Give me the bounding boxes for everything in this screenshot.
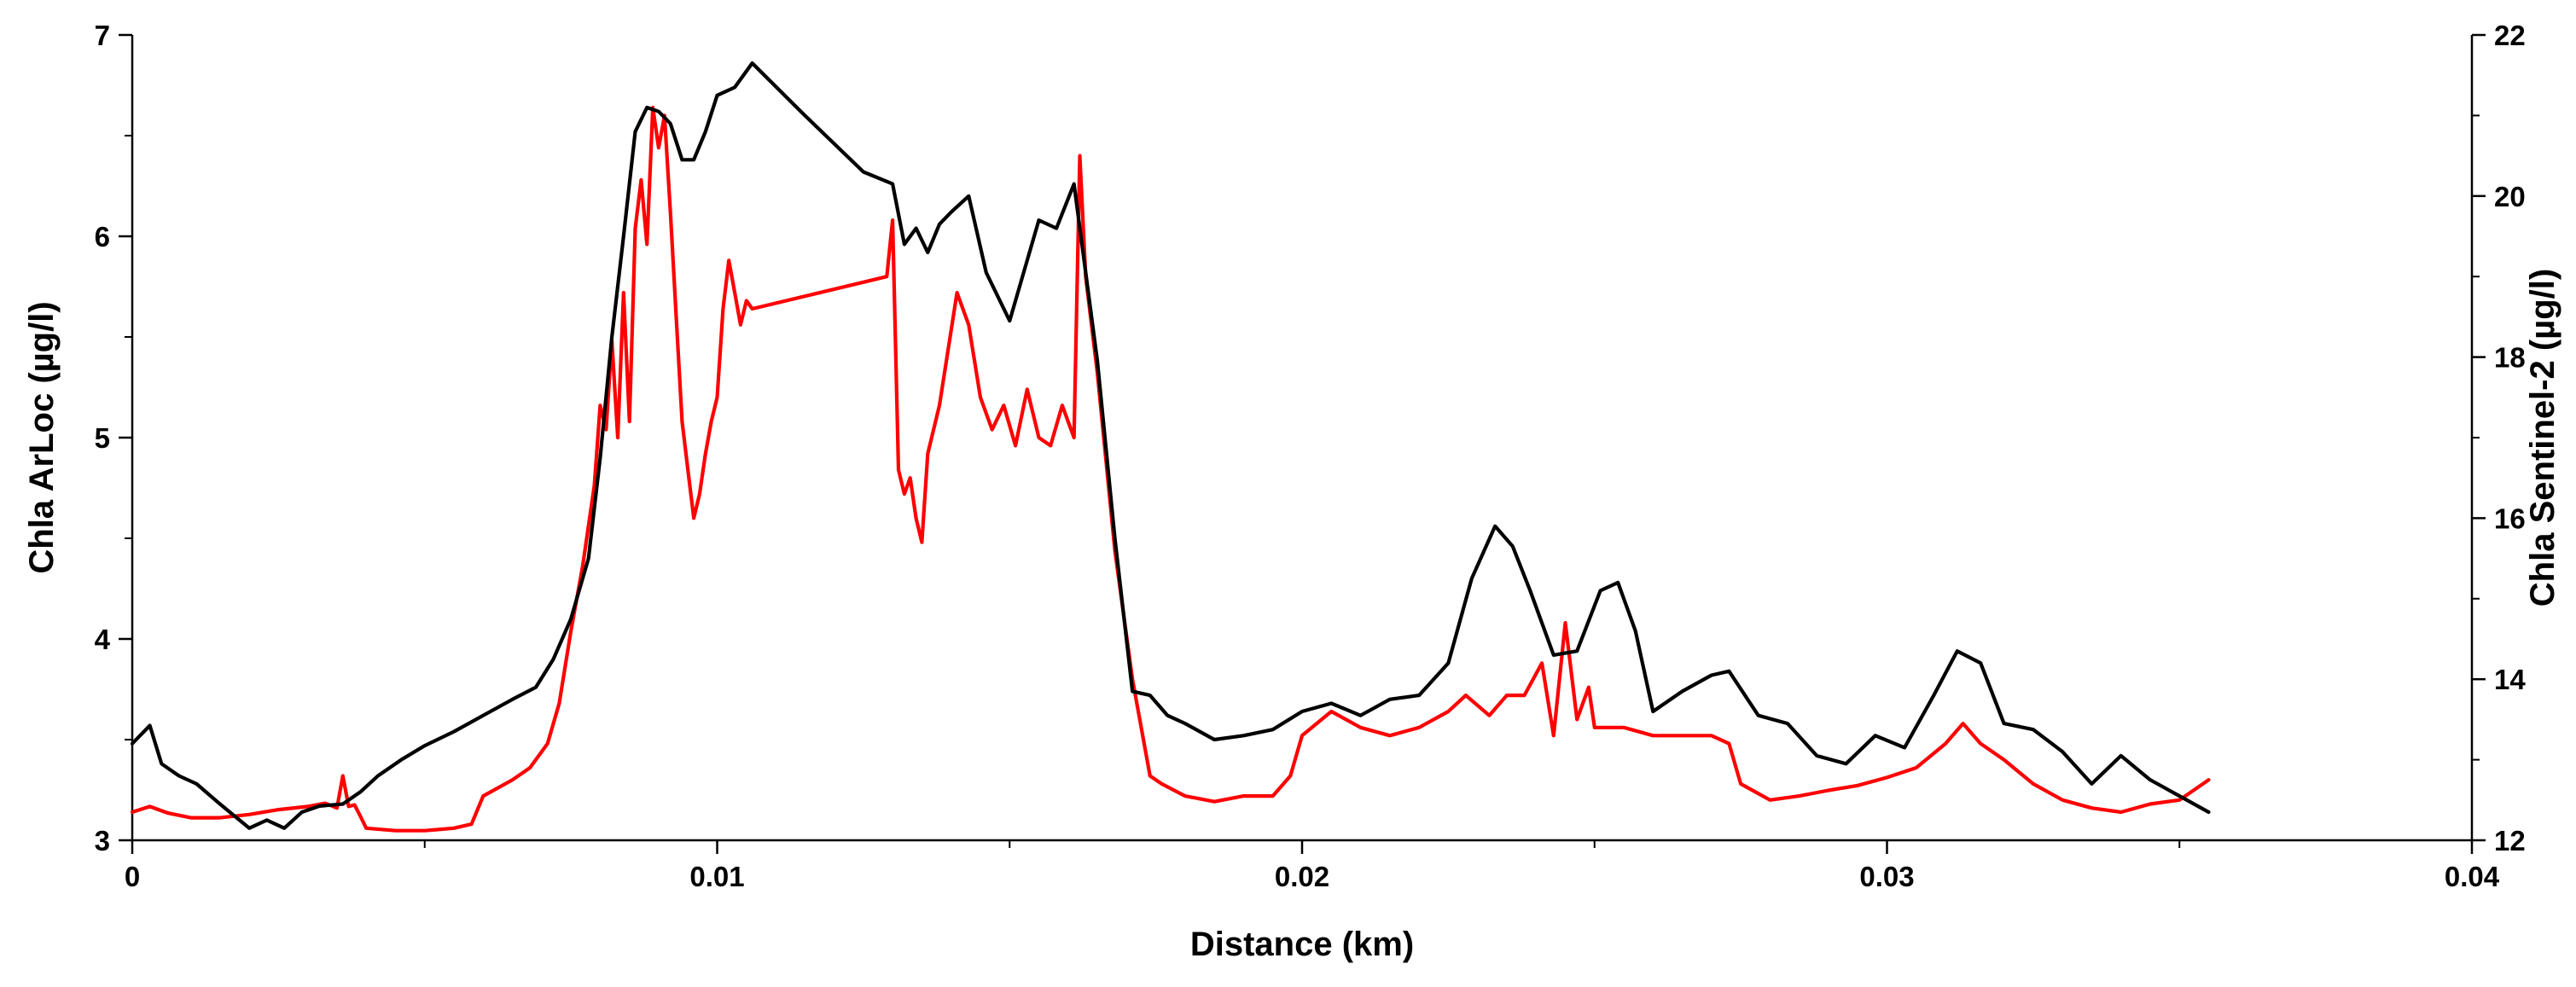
y-left-tick-label: 5 [95, 422, 110, 454]
y-left-axis-title: Chla ArLoc (µg/l) [23, 301, 61, 573]
y-left-tick-label: 7 [95, 20, 110, 51]
series-line-sentinel2 [130, 105, 2211, 833]
x-tick-label: 0.03 [1859, 861, 1914, 892]
y-right-tick-label: 18 [2494, 342, 2526, 374]
y-right-tick-label: 14 [2494, 664, 2526, 695]
x-tick-label: 0 [125, 861, 140, 892]
ticks [119, 33, 2486, 854]
series-line-arloc [130, 61, 2211, 830]
y-left-tick-label: 3 [95, 825, 110, 856]
y-left-tick-label: 4 [95, 624, 111, 655]
y-right-tick-label: 20 [2494, 181, 2526, 212]
y-right-tick-label: 16 [2494, 502, 2526, 534]
x-tick-label: 0.01 [689, 861, 744, 892]
series-layer [130, 61, 2211, 833]
x-axis-title: Distance (km) [1190, 926, 1414, 963]
y-left-tick-label: 6 [95, 221, 110, 253]
y-right-axis-title: Chla Sentinel-2 (µg/l) [2524, 269, 2561, 607]
y-right-tick-label: 22 [2494, 20, 2526, 51]
tick-labels: 0 0.01 0.02 0.03 0.04 3 4 5 6 7 12 14 16 18 20 22 [95, 20, 2527, 892]
x-tick-label: 0.04 [2445, 861, 2500, 892]
y-right-tick-label: 12 [2494, 825, 2526, 856]
x-tick-label: 0.02 [1275, 861, 1329, 892]
axes [131, 35, 2474, 842]
